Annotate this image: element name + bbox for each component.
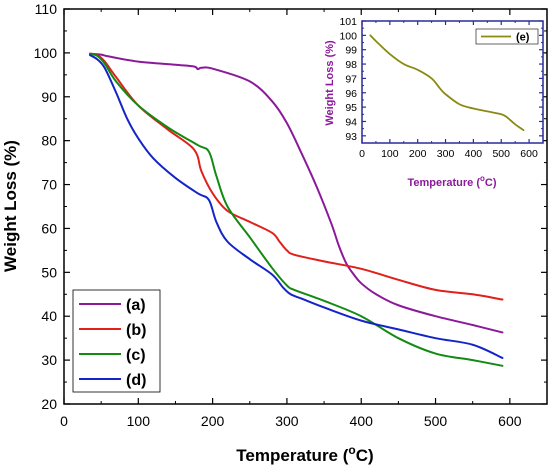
inset-legend: (e) bbox=[475, 28, 539, 45]
inset-x-tick-label: 500 bbox=[492, 148, 510, 160]
inset-x-tick-label: 0 bbox=[359, 148, 365, 160]
main-x-axis-label: Temperature (oC) bbox=[236, 443, 373, 465]
inset-x-tick-label: 300 bbox=[437, 148, 455, 160]
main-y-tick-label: 60 bbox=[41, 220, 57, 236]
main-legend-label-1: (a) bbox=[126, 297, 146, 314]
main-x-tick-label: 0 bbox=[60, 413, 68, 429]
inset-x-axis-label-sup: o bbox=[480, 174, 485, 183]
inset-x-tick-label: 400 bbox=[465, 148, 483, 160]
main-y-tick-label: 40 bbox=[41, 308, 57, 324]
main-y-tick-label: 70 bbox=[41, 177, 57, 193]
inset-x-tick-label: 100 bbox=[381, 148, 399, 160]
main-y-axis-label: Weight Loss (%) bbox=[1, 140, 20, 272]
inset-y-tick-label: 94 bbox=[345, 116, 357, 128]
main-y-tick-label: 50 bbox=[41, 264, 57, 280]
inset-series-group bbox=[369, 34, 525, 131]
main-legend-label-2: (b) bbox=[126, 322, 146, 339]
inset-x-axis-label: Temperature (oC) bbox=[407, 174, 496, 189]
inset-y-tick-label: 96 bbox=[345, 88, 357, 100]
main-x-tick-label: 100 bbox=[127, 413, 151, 429]
main-x-axis: 0 100 200 300 400 500 600 bbox=[60, 9, 522, 429]
main-series-line-3 bbox=[89, 52, 504, 367]
main-x-axis-label-text: Temperature ( bbox=[236, 446, 348, 465]
inset-y-axis-label: Weight Loss (%) bbox=[324, 40, 336, 126]
main-legend-box bbox=[72, 289, 161, 393]
main-x-tick-label: 400 bbox=[350, 413, 374, 429]
main-series-line-2 bbox=[89, 52, 504, 301]
inset-y-tick-label: 93 bbox=[345, 131, 357, 143]
main-y-tick-label: 30 bbox=[41, 352, 57, 368]
main-y-tick-label: 100 bbox=[34, 45, 58, 61]
inset-series-line-1 bbox=[369, 34, 525, 131]
main-series-line-4 bbox=[89, 54, 504, 359]
inset-plot-frame bbox=[361, 20, 544, 144]
main-legend: (a) (b) (c) (d) bbox=[72, 289, 161, 393]
main-legend-label-4: (d) bbox=[126, 372, 146, 389]
inset-x-axis-label-unit: C) bbox=[485, 177, 497, 189]
inset-x-tick-label: 600 bbox=[520, 148, 538, 160]
inset-y-tick-label: 97 bbox=[345, 73, 357, 85]
inset-y-tick-label: 95 bbox=[345, 102, 357, 114]
main-x-tick-label: 500 bbox=[424, 413, 448, 429]
main-x-tick-label: 300 bbox=[275, 413, 299, 429]
inset-y-tick-label: 100 bbox=[339, 30, 357, 42]
main-y-tick-label: 80 bbox=[41, 133, 57, 149]
main-x-axis-label-sup: o bbox=[348, 443, 355, 457]
inset-plot: 93 94 95 96 97 98 99 100 101 0 100 200 300 400 500 600… bbox=[324, 16, 544, 189]
inset-legend-label-1: (e) bbox=[516, 32, 530, 44]
main-y-tick-label: 90 bbox=[41, 89, 57, 105]
inset-y-tick-label: 99 bbox=[345, 45, 357, 57]
main-x-axis-label-unit: C) bbox=[356, 446, 374, 465]
main-x-tick-label: 200 bbox=[201, 413, 225, 429]
main-series-group bbox=[89, 52, 504, 367]
inset-x-axis: 0 100 200 300 400 500 600 bbox=[359, 21, 538, 160]
main-series-line-1 bbox=[89, 52, 504, 334]
main-y-tick-label: 20 bbox=[41, 396, 57, 412]
inset-x-tick-label: 200 bbox=[409, 148, 427, 160]
main-y-tick-label: 110 bbox=[35, 1, 58, 17]
main-legend-label-3: (c) bbox=[126, 347, 146, 364]
inset-y-tick-label: 98 bbox=[345, 59, 357, 71]
inset-x-axis-label-text: Temperature ( bbox=[407, 177, 480, 189]
main-x-tick-label: 600 bbox=[498, 413, 522, 429]
inset-y-tick-label: 101 bbox=[339, 16, 357, 28]
main-y-axis: 20 30 40 50 60 70 80 90 100 110 bbox=[34, 1, 547, 412]
